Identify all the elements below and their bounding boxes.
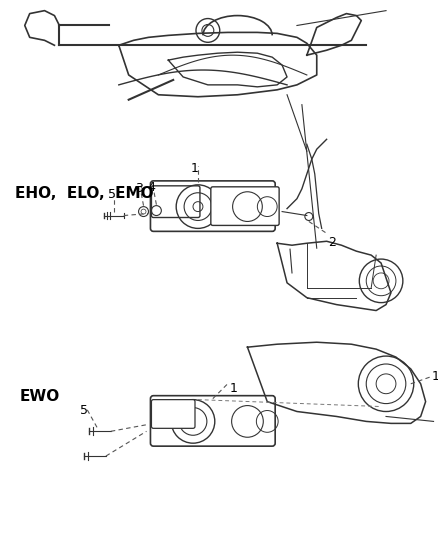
FancyBboxPatch shape [150, 395, 275, 446]
FancyBboxPatch shape [151, 186, 199, 217]
Text: 3: 3 [134, 182, 142, 195]
Text: 1: 1 [191, 162, 198, 175]
Text: EHO,  ELO,  EMO: EHO, ELO, EMO [15, 186, 153, 201]
Text: 5: 5 [108, 188, 116, 201]
Text: 1: 1 [431, 370, 438, 383]
FancyBboxPatch shape [151, 400, 194, 429]
Text: 5: 5 [80, 403, 88, 417]
Text: 4: 4 [147, 181, 155, 194]
Text: EWO: EWO [20, 389, 60, 404]
Text: 2: 2 [328, 236, 336, 249]
Text: 1: 1 [229, 382, 237, 395]
FancyBboxPatch shape [150, 181, 275, 231]
FancyBboxPatch shape [210, 187, 279, 225]
